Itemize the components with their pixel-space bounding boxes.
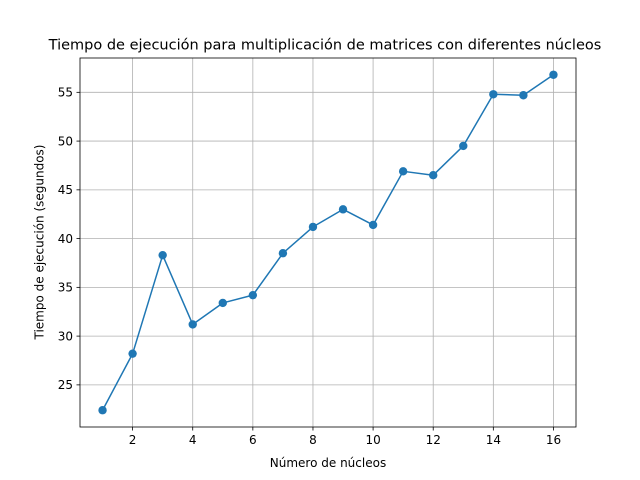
x-tick-label: 4: [189, 433, 197, 447]
series-group: [98, 70, 558, 415]
data-point: [218, 298, 227, 308]
data-point: [158, 250, 167, 260]
x-tick-label: 6: [249, 433, 257, 447]
y-tick-label: 30: [58, 329, 73, 343]
chart-title: Tiempo de ejecución para multiplicación …: [48, 38, 602, 54]
data-point: [188, 320, 197, 329]
data-point: [308, 222, 318, 232]
y-tick-label: 40: [58, 232, 73, 246]
y-tick-label: 50: [58, 134, 73, 148]
data-point: [549, 70, 558, 79]
x-tick-label: 10: [365, 433, 380, 447]
x-tick-label: 12: [426, 433, 441, 447]
data-point: [128, 349, 137, 358]
axis-ticks: 2 4 6 8 10 12 14 16 25 30 35 40 45 50 55: [58, 86, 561, 447]
grid-lines: [80, 58, 576, 427]
data-point: [248, 290, 258, 300]
y-axis-label: Tiempo de ejecución (segundos): [33, 145, 47, 341]
y-tick-label: 25: [58, 378, 73, 392]
data-point: [459, 141, 468, 151]
x-tick-label: 16: [546, 433, 561, 447]
data-point: [98, 406, 107, 415]
x-tick-label: 8: [309, 433, 317, 447]
y-tick-label: 35: [58, 281, 73, 295]
data-point: [519, 91, 528, 100]
x-tick-label: 14: [486, 433, 501, 447]
x-axis-label: Número de núcleos: [270, 456, 386, 470]
x-tick-label: 2: [129, 433, 137, 447]
data-point: [489, 90, 498, 99]
y-tick-label: 55: [58, 86, 73, 100]
data-point: [338, 205, 348, 214]
plot-frame: [79, 57, 577, 428]
data-point: [398, 167, 408, 176]
data-point: [368, 220, 378, 230]
y-tick-label: 45: [58, 183, 73, 197]
data-point: [278, 249, 288, 258]
series-line: [101, 74, 554, 411]
data-point: [429, 171, 438, 180]
